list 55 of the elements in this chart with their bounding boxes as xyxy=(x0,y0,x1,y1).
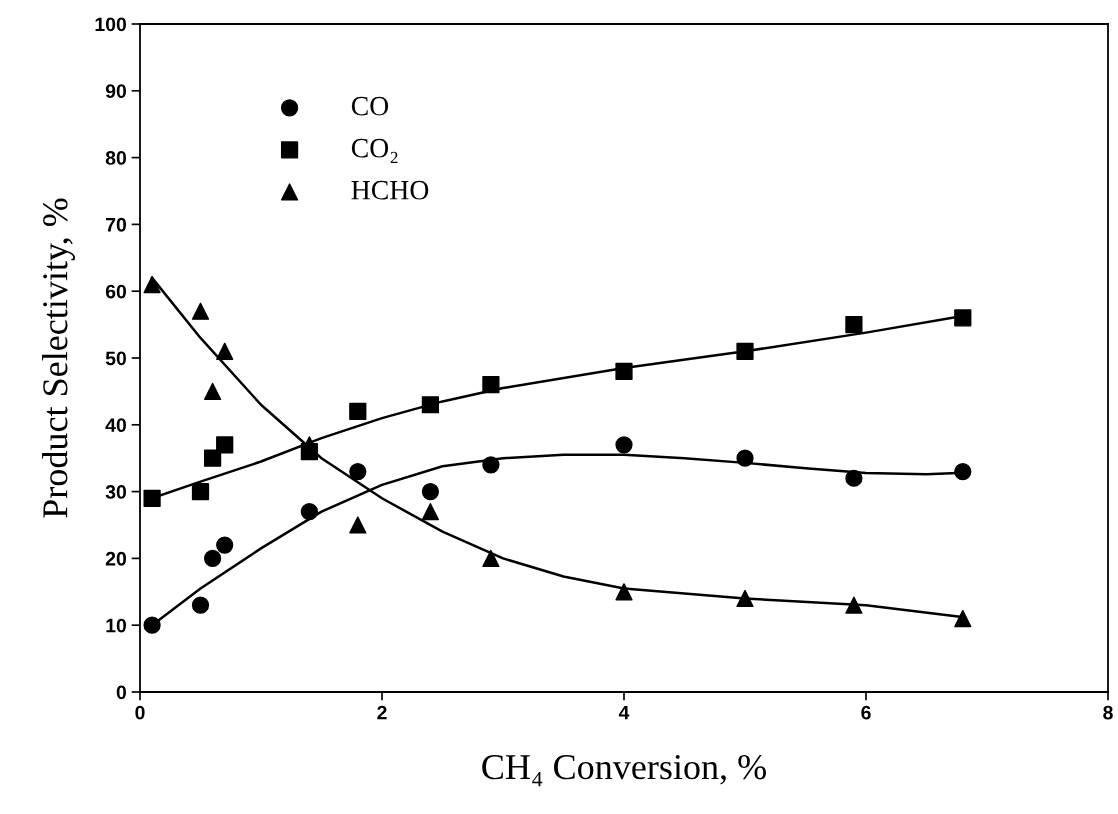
legend-label: CO₂ xyxy=(351,138,398,163)
point xyxy=(203,449,222,467)
point xyxy=(954,309,972,327)
point xyxy=(615,436,633,454)
point xyxy=(143,616,161,634)
point xyxy=(736,589,754,608)
point xyxy=(615,583,633,601)
point xyxy=(954,609,972,628)
y-tick-label: 30 xyxy=(105,485,127,499)
y-tick-label: 0 xyxy=(116,685,127,700)
y-tick-label: 50 xyxy=(105,351,127,366)
legend-label: HCHO xyxy=(351,180,429,200)
point xyxy=(191,302,210,320)
x-axis-title: CH₄ Conversion, % xyxy=(482,754,766,787)
x-tick-label: 6 xyxy=(861,705,871,720)
x-tick-label: 2 xyxy=(377,705,387,720)
point xyxy=(421,503,440,521)
point xyxy=(349,462,367,481)
point xyxy=(482,456,500,474)
y-tick-label: 10 xyxy=(106,618,127,633)
x-tick-label: 4 xyxy=(618,705,630,720)
y-tick-label: 60 xyxy=(105,284,127,299)
y-tick-label: 40 xyxy=(105,418,127,433)
point xyxy=(349,516,367,534)
point xyxy=(845,469,863,487)
point xyxy=(216,342,234,360)
point xyxy=(845,315,863,334)
point xyxy=(203,382,222,401)
x-tick-label: 8 xyxy=(1103,705,1113,720)
y-tick-label: 20 xyxy=(105,551,127,566)
point xyxy=(349,402,367,421)
point xyxy=(143,275,161,294)
point xyxy=(736,449,754,467)
point xyxy=(421,396,440,414)
point xyxy=(954,462,972,481)
point xyxy=(300,503,319,521)
point xyxy=(482,376,500,394)
point xyxy=(203,549,222,568)
point xyxy=(191,482,210,501)
point xyxy=(216,536,234,554)
y-tick-label: 100 xyxy=(95,17,127,32)
legend-label: CO xyxy=(351,96,389,116)
point xyxy=(482,549,500,568)
y-tick-label: 80 xyxy=(105,151,127,165)
point xyxy=(143,489,161,507)
point xyxy=(736,342,754,360)
y-axis-title: Product Selectivity, % xyxy=(42,198,75,518)
point xyxy=(216,436,234,454)
point xyxy=(845,596,863,614)
point xyxy=(421,482,440,501)
point xyxy=(615,362,633,380)
x-tick-label: 0 xyxy=(135,705,145,720)
y-tick-label: 70 xyxy=(106,217,127,232)
point xyxy=(191,596,210,614)
y-tick-label: 90 xyxy=(105,84,127,99)
